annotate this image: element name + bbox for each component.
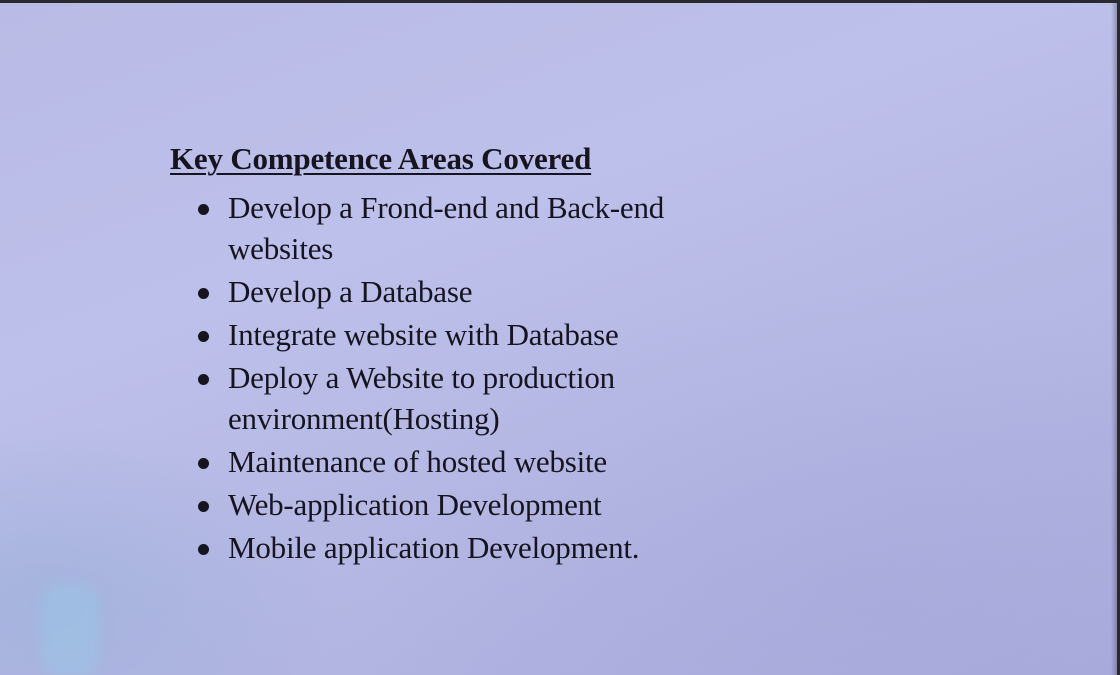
section-heading: Key Competence Areas Covered: [170, 141, 592, 176]
bullet-icon: [198, 458, 209, 469]
paper-sheet: Key Competence Areas Covered Develop a F…: [0, 3, 1117, 675]
list-item: Mobile application Development.: [170, 527, 748, 568]
list-item-text: Integrate website with Database: [228, 317, 619, 352]
paper-edge-shadow: [1111, 3, 1117, 675]
list-item-text: Web-application Development: [228, 487, 602, 522]
paper-smudge: [40, 583, 100, 675]
list-item: Deploy a Website to production environme…: [170, 357, 748, 439]
list-item-text: Mobile application Development.: [228, 530, 640, 565]
list-item-text: Develop a Frond-end and Back-end website…: [228, 190, 665, 266]
bullet-icon: [198, 331, 209, 342]
competence-list: Develop a Frond-end and Back-end website…: [170, 187, 748, 568]
bullet-icon: [198, 501, 209, 512]
document-content: Key Competence Areas Covered Develop a F…: [170, 141, 748, 570]
bullet-icon: [198, 544, 209, 555]
bullet-icon: [198, 374, 209, 385]
list-item: Integrate website with Database: [170, 314, 748, 355]
bullet-icon: [198, 204, 209, 215]
list-item: Maintenance of hosted website: [170, 441, 748, 482]
list-item-text: Develop a Database: [228, 274, 473, 309]
list-item-text: Deploy a Website to production environme…: [228, 360, 615, 436]
list-item: Web-application Development: [170, 484, 748, 525]
bullet-icon: [198, 288, 209, 299]
list-item-text: Maintenance of hosted website: [228, 444, 607, 479]
list-item: Develop a Frond-end and Back-end website…: [170, 187, 748, 269]
list-item: Develop a Database: [170, 271, 748, 312]
